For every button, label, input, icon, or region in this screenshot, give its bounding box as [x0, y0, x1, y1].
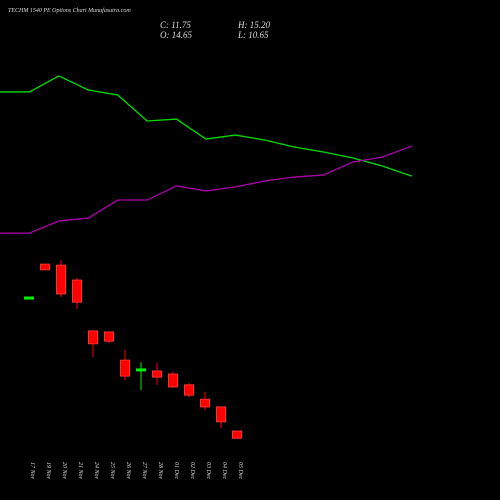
candle-body — [40, 263, 50, 271]
candle-body — [24, 296, 34, 300]
x-tick-label: 01 Dec — [173, 462, 179, 479]
candle-body — [72, 279, 82, 303]
close-label: C: 11.75 — [160, 20, 191, 30]
x-tick-label: 03 Dec — [205, 462, 211, 479]
x-tick-label: 04 Dec — [221, 462, 228, 479]
x-tick-label: 19 Nov — [45, 462, 51, 480]
open-label: O: 14.65 — [160, 30, 192, 40]
x-tick-label: 20 Nov — [61, 462, 67, 480]
candle-body — [168, 373, 178, 388]
line — [0, 75, 412, 177]
x-tick-label: 21 Nov — [77, 462, 83, 480]
line — [0, 145, 412, 234]
candle-body — [56, 264, 66, 295]
chart-title: TECHM 1540 PE Options Chart Munafasutra.… — [8, 7, 131, 14]
candle-body — [104, 331, 114, 342]
candle-body — [216, 406, 226, 423]
x-tick-label: 24 Nov — [93, 462, 100, 480]
low-label: L: 10.65 — [237, 30, 269, 40]
x-tick-label: 26 Nov — [125, 462, 131, 480]
x-tick-label: 02 Dec — [189, 462, 195, 479]
x-tick-label: 28 Nov — [157, 462, 163, 480]
x-tick-label: 27 Nov — [141, 462, 147, 480]
x-tick-label: 05 Dec — [237, 462, 243, 479]
candle-body — [232, 430, 242, 439]
candle-body — [152, 370, 162, 378]
x-tick-label: 25 Nov — [109, 462, 115, 480]
candle-body — [120, 359, 130, 377]
candle-body — [136, 368, 146, 372]
candle-body — [184, 384, 194, 396]
candle-body — [88, 330, 98, 345]
candle-body — [200, 398, 210, 408]
high-label: H: 15.20 — [237, 20, 270, 30]
x-tick-label: 17 Nov — [29, 462, 35, 480]
